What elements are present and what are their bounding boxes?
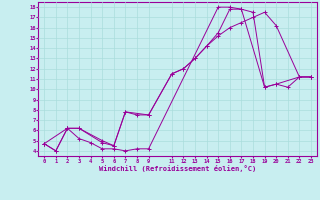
X-axis label: Windchill (Refroidissement éolien,°C): Windchill (Refroidissement éolien,°C)	[99, 165, 256, 172]
